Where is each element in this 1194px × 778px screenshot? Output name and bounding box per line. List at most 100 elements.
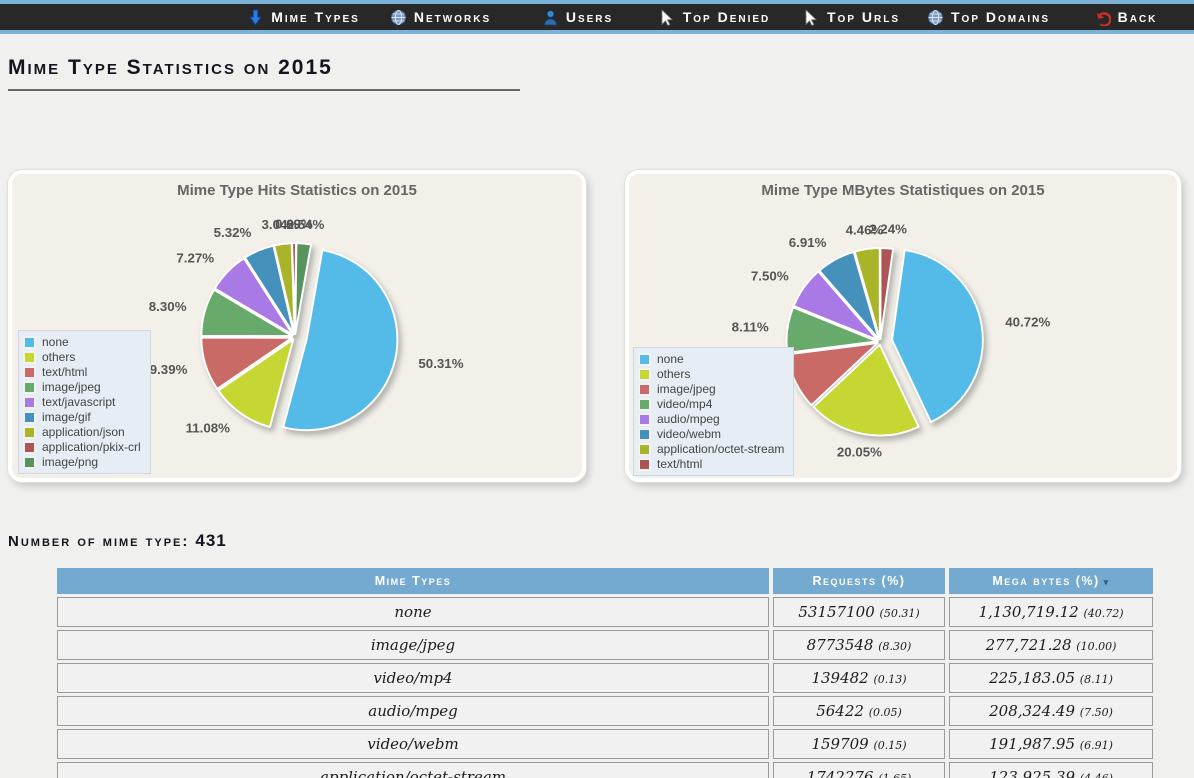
legend-item: text/html [23,365,141,379]
legend-swatch [23,380,36,394]
pie-slice-others [217,338,295,429]
legend-label: image/jpeg [657,382,716,396]
cell-mega-bytes: 1,130,719.12 (40.72) [949,597,1153,627]
legend-label: text/html [42,365,88,379]
pie-slice-label: 8.11% [732,319,769,334]
pie-slice-video-webm [818,250,880,341]
mime-type-count-label: Number of mime type: [8,533,190,550]
legend-swatch [638,427,651,441]
legend-label: image/gif [42,410,91,424]
legend-swatch [638,382,651,396]
legend-label: application/pkix-crl [42,440,141,454]
user-icon [542,9,559,26]
page-title: Mime Type Statistics on 2015 [8,56,520,91]
legend-item: image/gif [23,410,141,424]
legend-swatch [638,412,651,426]
legend-item: video/webm [638,427,784,441]
legend-swatch [23,395,36,409]
pie-slice-text-javascript [213,257,294,336]
cursor-icon [659,8,676,26]
top-nav: Mime Types Networks Users Top Denied Top… [0,0,1194,34]
legend-swatch [638,352,651,366]
nav-item-networks[interactable]: Networks [372,9,509,26]
legend-item: none [638,352,784,366]
cell-mime-type: image/jpeg [57,630,769,660]
legend-swatch [23,455,36,469]
mbytes-chart-legend: none others image/jpeg video/mp4 audio/m… [633,347,795,476]
pie-slice-label: 11.08% [186,421,231,436]
nav-item-users[interactable]: Users [509,9,646,26]
pie-slice-none [282,248,399,432]
hits-chart-title: Mime Type Hits Statistics on 2015 [177,182,417,199]
mbytes-pie-chart: 40.72%20.05%10.00%8.11%7.50%6.91%4.46%2.… [732,221,1051,459]
hits-pie-chart: 50.31% 11.08% 9.39% 8.30% 7.27%5.32% 3.04%0.6… [149,216,464,436]
pie-slice-label: 7.27% [176,251,214,266]
pie-slice-image-png [294,242,313,335]
network-globe-icon [390,9,407,26]
pie-slice-text-html [200,336,294,390]
nav-item-top-denied[interactable]: Top Denied [646,8,783,26]
cell-mega-bytes: 277,721.28 (10.00) [949,630,1153,660]
legend-label: others [657,367,691,381]
nav-item-label: Top Domains [951,9,1050,25]
nav-item-top-domains[interactable]: Top Domains [920,9,1057,26]
pie-slice-label: 20.05% [837,444,882,459]
cell-mega-bytes: 191,987.95 (6.91) [949,729,1153,759]
column-header-mime-types[interactable]: Mime Types [57,568,769,594]
nav-item-mime-types[interactable]: Mime Types [235,9,372,26]
nav-item-label: Top Denied [682,9,771,25]
legend-item: audio/mpeg [638,412,784,426]
pie-slice-label: 4.46% [846,222,884,237]
pie-slice-image-jpeg [200,288,294,338]
legend-item: none [23,335,141,349]
legend-label: none [657,352,684,366]
legend-swatch [638,397,651,411]
legend-swatch [638,367,651,381]
cell-mime-type: none [57,597,769,627]
pie-slice-label: 6.91% [789,235,827,250]
cell-requests: 53157100 (50.31) [773,597,945,627]
legend-swatch [23,425,36,439]
column-header-requests[interactable]: Requests (%) [773,568,945,594]
table-row: none 53157100 (50.31) 1,130,719.12 (40.7… [57,597,1153,627]
sort-desc-icon: ▾ [1103,577,1110,587]
cell-mime-type: application/octet-stream [57,762,769,778]
cell-mime-type: audio/mpeg [57,696,769,726]
table-row: video/mp4 139482 (0.13) 225,183.05 (8.11… [57,663,1153,693]
legend-label: image/png [42,455,99,469]
pie-slice-others [812,343,920,437]
legend-swatch [23,350,36,364]
legend-label: audio/mpeg [657,412,720,426]
table-row: image/jpeg 8773548 (8.30) 277,721.28 (10… [57,630,1153,660]
nav-item-top-urls[interactable]: Top Urls [783,8,920,26]
mbytes-chart-panel: 40.72%20.05%10.00%8.11%7.50%6.91%4.46%2.… [625,170,1181,482]
pie-slice-none [891,249,984,424]
cell-requests: 56422 (0.05) [773,696,945,726]
legend-swatch [23,365,36,379]
legend-item: application/pkix-crl [23,440,141,454]
nav-item-label: Back [1117,9,1158,25]
legend-item: application/octet-stream [638,442,784,456]
pie-slice-label: 50.31% [418,356,463,371]
pie-slice-label: 2.54% [287,217,325,232]
column-header-mega-bytes[interactable]: Mega bytes (%) ▾ [949,568,1153,594]
legend-item: image/png [23,455,141,469]
legend-label: image/jpeg [42,380,101,394]
legend-swatch [23,440,36,454]
pie-slice-label: 3.04% [262,217,300,232]
pie-slice-audio-mpeg [792,270,879,342]
nav-item-back[interactable]: Back [1057,9,1194,26]
back-arrow-icon [1094,9,1111,26]
legend-label: application/json [42,425,125,439]
pie-slice-label: 40.72% [1005,315,1050,330]
cell-mega-bytes: 123,925.39 (4.46) [949,762,1153,778]
nav-item-label: Mime Types [271,9,360,25]
legend-item: application/json [23,425,141,439]
legend-item: text/javascript [23,395,141,409]
legend-swatch [638,457,651,471]
cell-mime-type: video/mp4 [57,663,769,693]
table-row: audio/mpeg 56422 (0.05) 208,324.49 (7.50… [57,696,1153,726]
cursor-icon [803,8,820,26]
legend-item: text/html [638,457,784,471]
legend-item: image/jpeg [23,380,141,394]
